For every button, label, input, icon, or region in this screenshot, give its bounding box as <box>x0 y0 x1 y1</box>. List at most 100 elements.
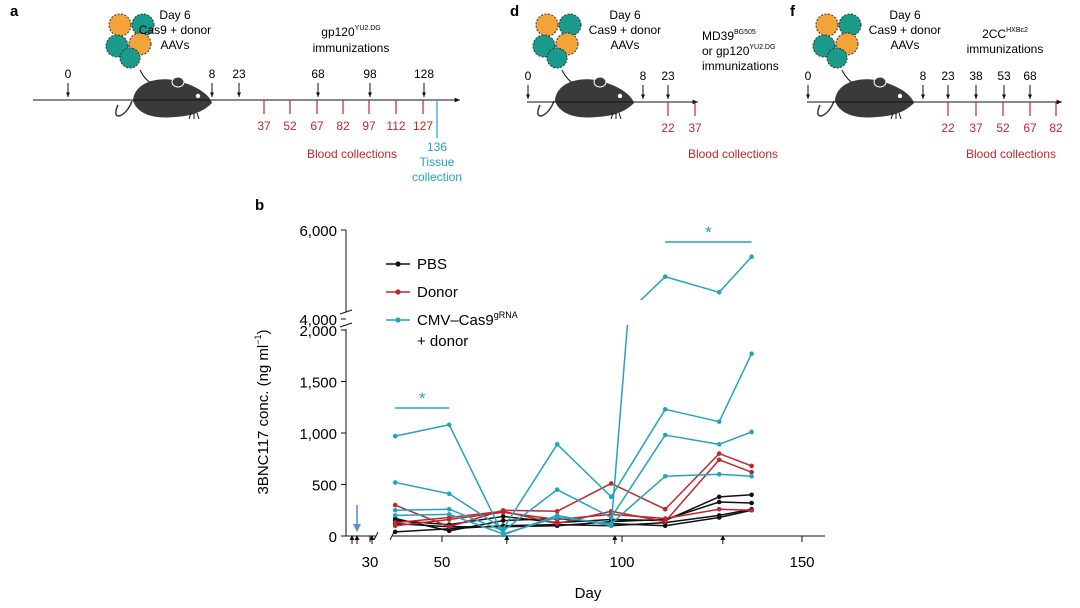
data-point <box>749 500 754 506</box>
immunization-day-arrowhead <box>369 535 375 540</box>
panel-d: d Day 6 Cas9 + donor AAVs 0 8 23 22 37 MD39… <box>510 3 779 161</box>
immunization-day-label: 0 <box>805 69 812 83</box>
significance-star: * <box>419 389 426 408</box>
data-point <box>500 514 506 519</box>
blood-collection-day: 82 <box>1049 121 1063 135</box>
y-tick-label: 1,000 <box>299 426 337 443</box>
data-point <box>500 531 506 537</box>
immunization-day-label: 23 <box>661 69 675 83</box>
mouse-icon <box>537 76 634 120</box>
immunization-day-arrowhead <box>504 535 510 540</box>
blood-collection-day: 82 <box>336 119 350 133</box>
legend-swatch-dot <box>395 289 401 295</box>
immunization-day-label: 98 <box>363 67 377 81</box>
panel-d-immunization-label-1: MD39BG505 <box>702 29 756 43</box>
series-line <box>395 353 753 530</box>
immunization-day-label: 8 <box>209 67 216 81</box>
setup-line-1: Day 6 <box>609 8 641 22</box>
data-point <box>392 502 398 508</box>
data-point <box>716 451 722 456</box>
setup-line-2: Cas9 + donor <box>869 23 941 37</box>
immunization-day-arrowhead <box>720 535 726 540</box>
data-point <box>716 419 722 424</box>
significance-bars: ** <box>395 223 752 409</box>
series-line <box>395 501 752 528</box>
data-point <box>392 523 398 528</box>
data-point <box>392 507 398 513</box>
blood-collection-day: 37 <box>257 119 271 133</box>
panel-d-blood-label: Blood collections <box>688 147 778 161</box>
panel-letter-a: a <box>10 3 19 20</box>
data-point <box>500 518 506 523</box>
y-axis-label: 3BNC117 conc. (ng ml−1) <box>253 329 272 494</box>
blood-collection-day: 97 <box>362 119 376 133</box>
immunization-day-arrowhead <box>349 535 355 540</box>
y-tick-label: 2,000 <box>299 323 337 340</box>
x-tick-label: 30 <box>362 554 379 571</box>
x-tick-label: 150 <box>789 554 814 571</box>
x-axis-break <box>389 531 395 541</box>
immunization-day-arrowhead <box>612 535 618 540</box>
data-point <box>716 506 722 512</box>
setup-line-2: Cas9 + donor <box>139 23 211 37</box>
immunization-day-label: 0 <box>65 67 72 81</box>
blood-collection-day: 52 <box>283 119 297 133</box>
blood-collection-day: 67 <box>1023 121 1037 135</box>
data-point <box>716 499 722 505</box>
legend-label: Donor <box>417 284 458 301</box>
data-point <box>392 433 398 439</box>
aav-injection-arrowhead <box>353 524 361 532</box>
panel-a-tissue-day: 136 <box>427 140 447 154</box>
mouse-icon <box>115 76 212 120</box>
panel-letter-f: f <box>790 3 796 20</box>
legend-swatch-dot <box>395 317 401 323</box>
panel-d-immunization-label-3: immunizations <box>702 59 779 73</box>
data-point <box>554 508 560 514</box>
x-tick-label: 100 <box>609 554 634 571</box>
aav-cells-icon <box>812 13 862 69</box>
data-point <box>446 524 452 530</box>
y-tick-label: 6,000 <box>299 223 337 240</box>
legend-label-line2: + donor <box>417 333 468 350</box>
blood-collection-day: 112 <box>386 119 405 133</box>
x-axis-label: Day <box>575 585 602 602</box>
immunization-day-label: 68 <box>311 67 325 81</box>
data-point <box>749 492 754 498</box>
aav-cells-icon <box>532 13 582 69</box>
data-point <box>716 442 722 447</box>
series-line <box>395 324 629 536</box>
blood-collection-day: 22 <box>941 121 955 135</box>
data-point <box>392 513 398 518</box>
data-point <box>446 528 452 534</box>
immunization-day-label: 53 <box>997 69 1011 83</box>
blood-collection-day: 22 <box>661 121 675 135</box>
data-point <box>608 494 614 500</box>
x-axis-break <box>373 531 379 541</box>
setup-line-2: Cas9 + donor <box>589 23 661 37</box>
data-point <box>662 523 668 528</box>
series-line <box>395 431 752 532</box>
immunization-day-label: 23 <box>941 69 955 83</box>
blood-collection-day: 67 <box>310 119 324 133</box>
data-point <box>446 422 452 428</box>
blood-collection-day: 37 <box>688 121 702 135</box>
aav-cells-icon <box>105 13 155 69</box>
data-point <box>749 469 754 475</box>
y-axis-break <box>339 322 353 328</box>
panel-a-blood-days: 37 52 67 82 97 112 127 <box>257 100 433 133</box>
data-point <box>446 517 452 522</box>
data-point <box>662 506 668 512</box>
legend-swatch-dot <box>395 261 401 267</box>
data-point <box>662 407 668 412</box>
x-ticks: 30 50 100 150 <box>362 536 815 571</box>
data-point <box>662 432 668 438</box>
setup-line-3: AAVs <box>610 38 639 52</box>
data-point <box>446 512 452 517</box>
panel-f-blood-label: Blood collections <box>966 147 1056 161</box>
data-point <box>554 521 560 526</box>
legend-label: CMV–Cas9gRNA <box>417 310 518 329</box>
data-point <box>716 494 722 500</box>
data-point <box>608 515 614 520</box>
blood-collection-day: 37 <box>969 121 983 135</box>
immunization-day-label: 8 <box>920 69 927 83</box>
